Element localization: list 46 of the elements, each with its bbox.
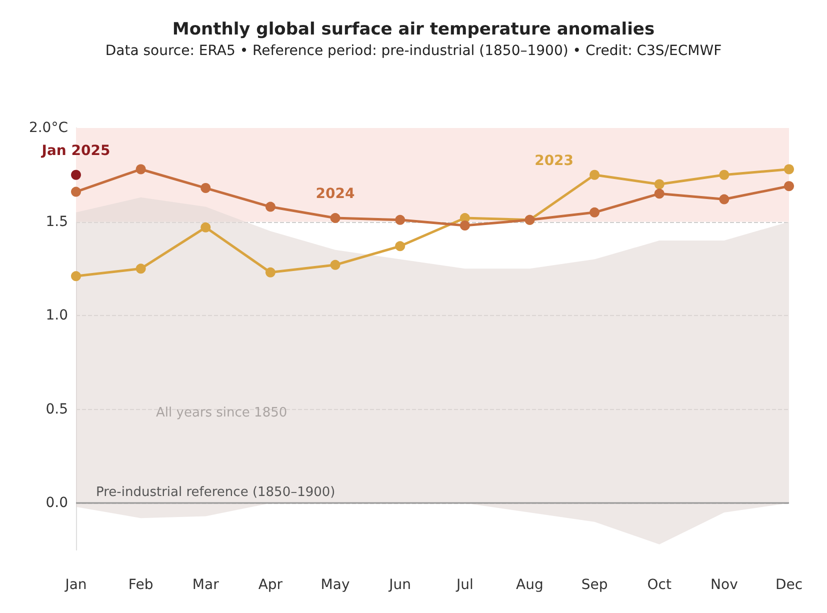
point [784, 181, 794, 192]
point [200, 183, 211, 194]
point [395, 214, 406, 225]
point [330, 213, 340, 224]
series-label: 2023 [534, 152, 574, 169]
ref-line-label: Pre-industrial reference (1850–1900) [96, 485, 336, 500]
point [71, 170, 81, 180]
x-tick-label: Oct [647, 577, 672, 593]
point [784, 164, 794, 174]
x-tick-label: Nov [710, 577, 738, 593]
x-tick-label: Mar [192, 577, 220, 593]
x-tick-label: May [320, 577, 350, 593]
point [654, 188, 664, 199]
x-tick-label: Jan [64, 577, 87, 593]
point [200, 222, 211, 232]
point [719, 170, 730, 180]
chart-subtitle: Data source: ERA5 • Reference period: pre-industrial (1850–1900) • Credit: C3S/ECMWF [105, 43, 722, 59]
x-tick-label: Dec [775, 577, 803, 593]
x-tick-label: Apr [258, 577, 283, 593]
point [654, 179, 664, 190]
point [71, 186, 81, 197]
point [136, 164, 146, 174]
point [395, 241, 406, 252]
x-tick-label: Sep [581, 577, 608, 593]
y-tick-label: 0.0 [46, 495, 68, 512]
point [265, 202, 276, 212]
point [136, 264, 146, 274]
x-tick-label: Aug [516, 577, 544, 593]
point [590, 207, 600, 218]
point [590, 170, 600, 180]
y-tick-label: 0.5 [46, 401, 68, 418]
point [71, 271, 81, 282]
x-tick-label: Jul [455, 577, 474, 593]
point [719, 194, 730, 204]
series-label: 2024 [316, 186, 356, 202]
y-tick-label: 1.0 [46, 308, 68, 324]
chart-title: Monthly global surface air temperature anomalies [172, 20, 655, 40]
x-tick-label: Jun [388, 577, 412, 593]
point [265, 267, 276, 278]
y-tick-label: 2.0°C [28, 120, 68, 136]
point [460, 220, 470, 231]
x-tick-label: Feb [128, 577, 154, 593]
series-label: Jan 2025 [40, 142, 110, 159]
point [330, 260, 340, 270]
y-tick-label: 1.5 [46, 214, 68, 230]
annotation: All years since 1850 [156, 406, 288, 420]
